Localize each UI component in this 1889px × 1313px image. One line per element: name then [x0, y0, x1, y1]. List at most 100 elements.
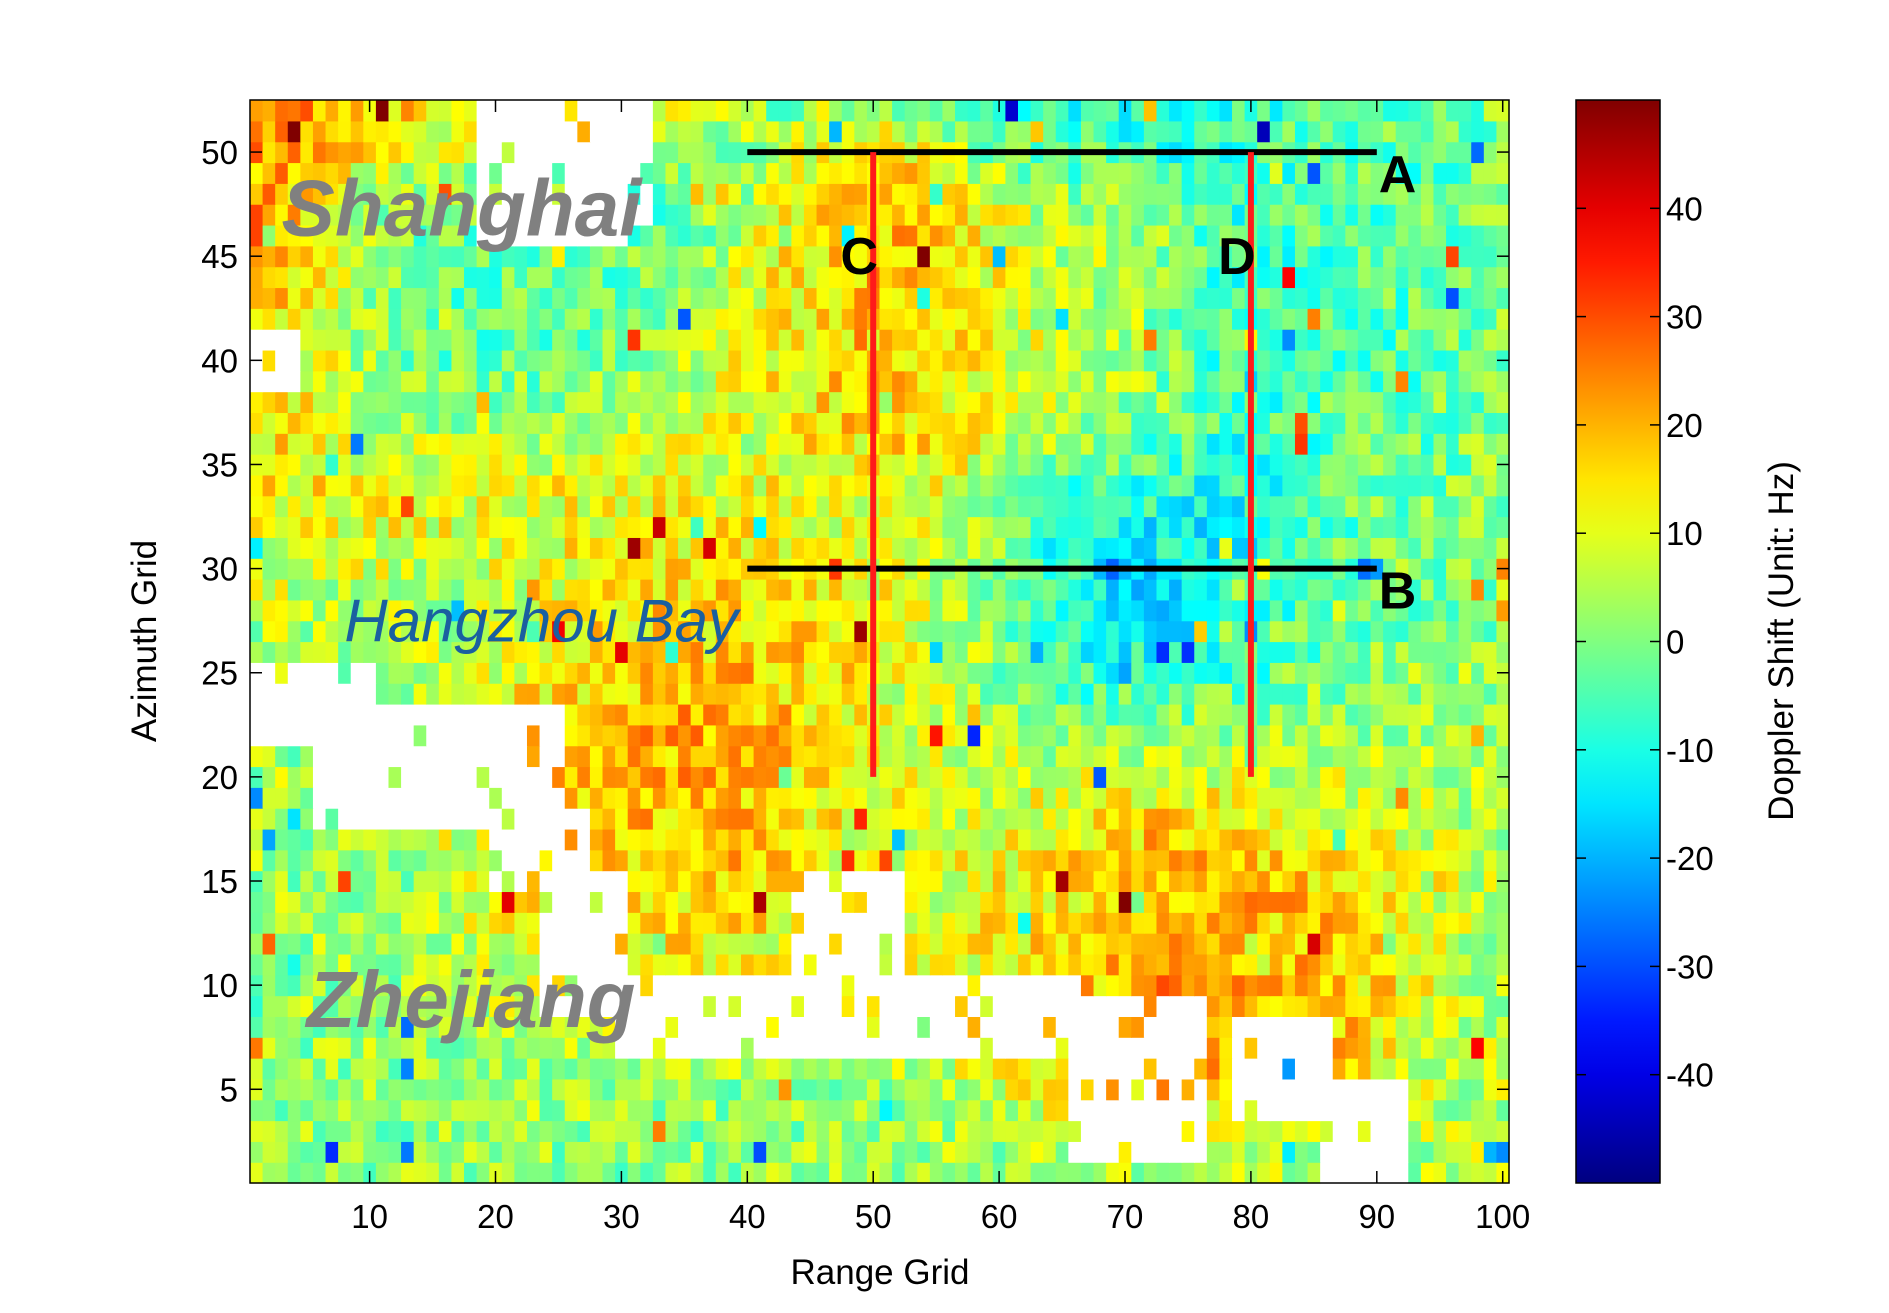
heatmap-cell — [325, 787, 339, 809]
heatmap-cell — [892, 516, 906, 538]
heatmap-cell — [1332, 891, 1346, 913]
heatmap-cell — [1043, 1016, 1057, 1038]
heatmap-cell — [1093, 287, 1107, 309]
heatmap-cell — [690, 495, 704, 518]
heatmap-cell — [1395, 703, 1409, 726]
heatmap-cell — [1030, 683, 1044, 705]
heatmap-cell — [1307, 849, 1321, 872]
heatmap-cell — [917, 641, 931, 663]
heatmap-cell — [1408, 1016, 1422, 1038]
heatmap-cell — [841, 391, 855, 414]
heatmap-cell — [1294, 662, 1309, 684]
heatmap-cell — [879, 391, 893, 414]
heatmap-cell — [1080, 953, 1095, 976]
heatmap-cell — [791, 454, 805, 476]
heatmap-cell — [1294, 224, 1309, 247]
heatmap-cell — [715, 933, 730, 955]
heatmap-cell — [1446, 1037, 1460, 1059]
heatmap-cell — [1219, 495, 1233, 518]
heatmap-cell — [1194, 454, 1208, 476]
heatmap-cell — [1181, 1099, 1195, 1122]
heatmap-cell — [803, 1058, 818, 1080]
heatmap-cell — [715, 579, 730, 601]
heatmap-cell — [1332, 995, 1346, 1017]
heatmap-cell — [413, 579, 427, 601]
heatmap-cell — [1307, 516, 1321, 538]
heatmap-cell — [338, 703, 352, 726]
heatmap-cell — [388, 683, 402, 705]
heatmap-cell — [715, 703, 730, 726]
heatmap-cell — [803, 787, 818, 809]
heatmap-cell — [917, 683, 931, 705]
heatmap-cell — [1257, 1141, 1271, 1163]
heatmap-cell — [388, 516, 402, 538]
heatmap-cell — [413, 1141, 427, 1163]
heatmap-cell — [250, 828, 264, 851]
heatmap-cell — [1458, 933, 1472, 955]
heatmap-cell — [1131, 433, 1145, 455]
heatmap-cell — [539, 454, 553, 476]
heatmap-cell — [300, 912, 314, 934]
heatmap-cell — [1055, 724, 1069, 747]
heatmap-cell — [539, 558, 553, 580]
heatmap-cell — [1219, 245, 1233, 268]
heatmap-cell — [539, 349, 553, 372]
heatmap-cell — [816, 224, 830, 247]
heatmap-cell — [250, 933, 264, 955]
heatmap-cell — [1118, 1120, 1132, 1142]
heatmap-cell — [1118, 953, 1132, 976]
heatmap-cell — [741, 787, 755, 809]
heatmap-cell — [1357, 224, 1372, 247]
heatmap-cell — [955, 891, 969, 913]
heatmap-cell — [552, 495, 566, 518]
heatmap-cell — [652, 391, 667, 414]
heatmap-cell — [1471, 599, 1485, 622]
heatmap-cell — [652, 1016, 667, 1038]
heatmap-cell — [300, 1058, 314, 1080]
heatmap-cell — [375, 974, 390, 997]
heatmap-cell — [1345, 391, 1359, 414]
heatmap-cell — [514, 287, 528, 309]
heatmap-cell — [690, 599, 704, 622]
heatmap-cell — [1282, 1120, 1296, 1142]
heatmap-cell — [438, 433, 453, 455]
heatmap-cell — [1055, 204, 1069, 226]
heatmap-cell — [1307, 329, 1321, 351]
heatmap-cell — [1043, 1037, 1057, 1059]
heatmap-cell — [363, 1016, 377, 1038]
heatmap-cell — [778, 1016, 792, 1038]
heatmap-cell — [451, 662, 465, 684]
heatmap-cell — [703, 537, 717, 559]
heatmap-cell — [1294, 454, 1309, 476]
heatmap-cell — [1307, 579, 1321, 601]
heatmap-cell — [778, 495, 792, 518]
heatmap-cell — [388, 245, 402, 268]
heatmap-cell — [766, 641, 780, 663]
heatmap-cell — [1043, 1141, 1057, 1163]
heatmap-cell — [552, 766, 566, 788]
heatmap-cell — [665, 745, 679, 768]
heatmap-cell — [1471, 370, 1485, 393]
heatmap-cell — [438, 329, 453, 351]
heatmap-cell — [464, 933, 478, 955]
heatmap-cell — [300, 1120, 314, 1142]
heatmap-cell — [1118, 308, 1132, 330]
heatmap-cell — [967, 808, 981, 830]
heatmap-cell — [1055, 474, 1069, 497]
heatmap-cell — [1181, 579, 1195, 601]
heatmap-cell — [350, 995, 364, 1017]
heatmap-cell — [967, 1037, 981, 1059]
heatmap-cell — [552, 1120, 566, 1142]
heatmap-cell — [753, 204, 767, 226]
heatmap-cell — [438, 204, 453, 226]
heatmap-cell — [338, 1016, 352, 1038]
heatmap-cell — [791, 953, 805, 976]
heatmap-cell — [552, 287, 566, 309]
heatmap-cell — [1458, 516, 1472, 538]
heatmap-cell — [1433, 870, 1447, 893]
heatmap-cell — [1458, 224, 1472, 247]
heatmap-cell — [1383, 1141, 1397, 1163]
heatmap-cell — [728, 1078, 742, 1101]
heatmap-cell — [451, 870, 465, 893]
heatmap-cell — [275, 329, 289, 351]
